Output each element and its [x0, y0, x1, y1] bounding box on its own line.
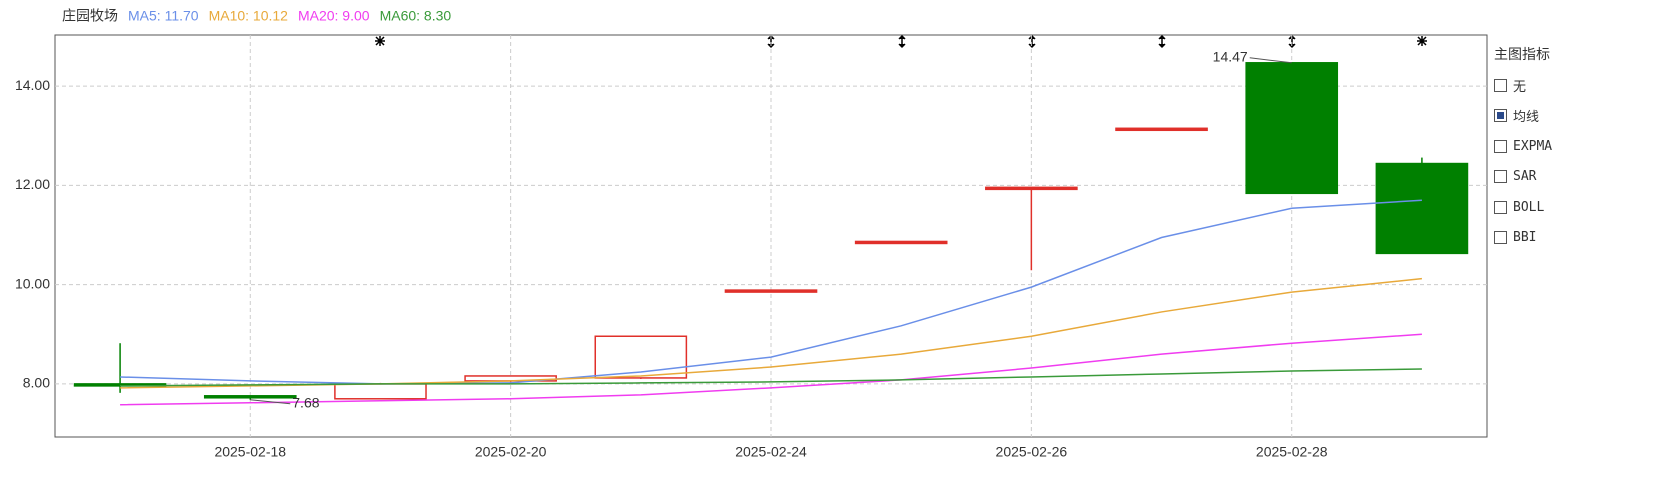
- x-tick-label: 2025-02-24: [735, 444, 807, 460]
- ma-line: [120, 199, 1422, 385]
- checkbox[interactable]: [1494, 109, 1507, 123]
- option-label: BBI: [1513, 230, 1537, 246]
- candle-body: [1375, 162, 1469, 255]
- candle-body: [724, 289, 818, 293]
- x-tick-label: 2025-02-26: [996, 444, 1068, 460]
- checkbox[interactable]: [1494, 170, 1507, 184]
- legend-entry: MA20: 9.00: [298, 8, 370, 24]
- indicator-option[interactable]: BBI: [1494, 223, 1552, 254]
- ma-line: [120, 333, 1422, 406]
- option-label: BOLL: [1513, 199, 1545, 215]
- y-tick-label: 12.00: [15, 176, 50, 192]
- indicator-option[interactable]: BOLL: [1494, 192, 1552, 223]
- option-list: 无均线 EXPMA SAR BOLL BBI: [1494, 70, 1552, 253]
- candle-body: [1245, 62, 1339, 195]
- option-label: 均线: [1513, 110, 1540, 126]
- annotation-arrow: [1249, 57, 1292, 64]
- x-tick-label: 2025-02-18: [214, 444, 286, 460]
- checkbox[interactable]: [1494, 200, 1507, 214]
- legend-entry: MA10: 10.12: [209, 8, 289, 24]
- candle-body: [203, 395, 297, 399]
- y-tick-label: 14.00: [15, 77, 50, 93]
- event-markers: [375, 34, 1427, 49]
- panel-title: 主图指标: [1494, 47, 1550, 63]
- checkbox[interactable]: [1494, 231, 1507, 245]
- candle-body: [594, 335, 688, 379]
- option-label: 无: [1513, 79, 1527, 95]
- x-tick-label: 2025-02-20: [475, 444, 547, 460]
- indicator-option[interactable]: EXPMA: [1494, 131, 1552, 162]
- y-tick-label: 8.00: [23, 375, 50, 391]
- legend-entry: MA60: 8.30: [380, 8, 452, 24]
- chart-title: 庄园牧场: [62, 8, 118, 24]
- annotation: 7.68: [292, 394, 319, 410]
- indicator-option[interactable]: 均线: [1494, 101, 1552, 132]
- x-tick-label: 2025-02-28: [1256, 444, 1328, 460]
- option-label: EXPMA: [1513, 138, 1553, 154]
- checkbox[interactable]: [1494, 139, 1507, 153]
- candle-body: [1115, 127, 1208, 132]
- candle-body: [985, 186, 1078, 191]
- indicator-option[interactable]: 无: [1494, 70, 1552, 101]
- legend-entry: MA5: 11.70: [128, 8, 199, 24]
- checkbox[interactable]: [1494, 78, 1507, 92]
- candle-body: [854, 240, 948, 245]
- chart: 庄园牧场 8.00 10.00 12.00 14.00 2025-02-18 2025-0…: [15, 8, 1488, 460]
- y-tick-label: 10.00: [15, 275, 50, 291]
- indicator-option[interactable]: SAR: [1494, 162, 1552, 193]
- annotation-arrow: [250, 399, 291, 405]
- candle-body: [334, 383, 427, 400]
- option-label: SAR: [1513, 169, 1537, 185]
- ma-line: [120, 368, 1422, 387]
- annotation: 14.47: [1213, 48, 1248, 64]
